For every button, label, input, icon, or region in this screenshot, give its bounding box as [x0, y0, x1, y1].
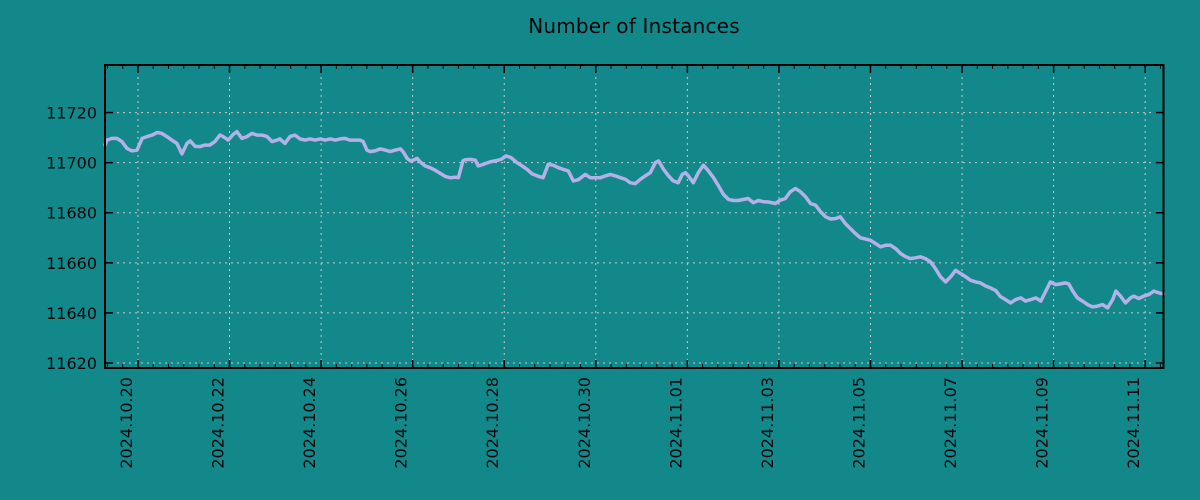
x-tick-label: 2024.11.05: [849, 377, 868, 469]
x-tick-label: 2024.11.09: [1033, 377, 1052, 469]
x-tick-label: 2024.10.24: [300, 377, 319, 469]
x-tick-label: 2024.10.20: [117, 377, 136, 469]
y-tick-label: 11640: [46, 304, 97, 323]
y-tick-label: 11660: [46, 254, 97, 273]
y-tick-label: 11680: [46, 204, 97, 223]
x-tick-label: 2024.10.28: [483, 377, 502, 469]
x-tick-label: 2024.10.26: [392, 377, 411, 469]
x-tick-label: 2024.11.11: [1124, 377, 1143, 469]
y-tick-label: 11700: [46, 154, 97, 173]
x-tick-label: 2024.10.22: [209, 377, 228, 469]
x-tick-label: 2024.10.30: [575, 377, 594, 469]
x-tick-label: 2024.11.03: [758, 377, 777, 469]
chart-title: Number of Instances: [528, 14, 740, 38]
x-tick-label: 2024.11.01: [666, 377, 685, 469]
y-tick-label: 11620: [46, 354, 97, 373]
series-line: [103, 129, 1166, 310]
plot-border: [104, 64, 1165, 369]
x-tick-label: 2024.11.07: [941, 377, 960, 469]
y-tick-label: 11720: [46, 104, 97, 123]
